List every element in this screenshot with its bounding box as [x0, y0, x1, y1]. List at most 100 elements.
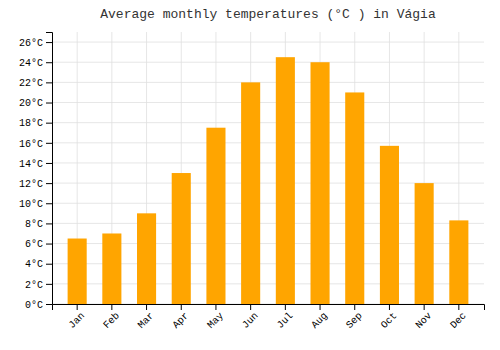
bar — [415, 183, 434, 304]
y-tick-label: 16°C — [19, 139, 43, 150]
y-tick-mark — [46, 183, 52, 184]
y-axis-line — [46, 33, 53, 305]
y-grid-line — [52, 42, 484, 43]
y-tick-label: 26°C — [19, 38, 43, 49]
y-tick: 18°C — [19, 118, 52, 129]
y-tick-mark — [46, 143, 52, 144]
bar — [68, 239, 87, 304]
x-tick: Sep — [344, 304, 365, 331]
x-tick: Mar — [136, 304, 157, 331]
y-tick-label: 10°C — [19, 199, 43, 210]
y-tick-label: 0°C — [25, 300, 43, 311]
y-tick: 16°C — [19, 139, 52, 150]
x-tick-mark — [458, 304, 459, 310]
bars — [68, 57, 469, 304]
x-tick: Feb — [101, 304, 122, 331]
x-tick-mark — [424, 304, 425, 310]
bar — [102, 233, 121, 304]
y-tick-mark — [46, 42, 52, 43]
y-tick: 10°C — [19, 199, 52, 210]
x-tick: Jul — [275, 304, 296, 331]
x-tick-mark — [77, 304, 78, 310]
x-axis-line — [53, 305, 485, 311]
x-tick-mark — [181, 304, 182, 310]
y-tick-mark — [46, 103, 52, 104]
x-tick-label: Sep — [344, 310, 365, 331]
x-tick-mark — [215, 304, 216, 310]
y-tick-label: 14°C — [19, 159, 43, 170]
y-tick-mark — [46, 244, 52, 245]
x-tick-label: Apr — [171, 310, 192, 331]
y-grid-line — [52, 62, 484, 63]
title: Average monthly temperatures (°C ) in Vá… — [100, 7, 436, 22]
x-axis: Jan Feb Mar Apr May Jun Jul Aug Sep Oct Nov Dec — [53, 304, 485, 331]
bar — [241, 82, 260, 304]
x-tick: Apr — [171, 304, 192, 331]
y-tick: 0°C — [25, 300, 52, 311]
x-tick-mark — [320, 304, 321, 310]
y-tick-label: 8°C — [25, 219, 43, 230]
y-tick-mark — [46, 203, 52, 204]
x-tick-label: Dec — [448, 310, 469, 331]
y-grid-line — [52, 162, 484, 163]
x-tick-label: Jan — [67, 310, 88, 331]
x-tick: Dec — [448, 304, 469, 331]
y-grid-line — [52, 102, 484, 103]
bar — [311, 62, 330, 304]
x-tick-label: Mar — [136, 310, 157, 331]
y-tick-label: 2°C — [25, 280, 43, 291]
y-tick: 4°C — [25, 259, 52, 270]
x-tick-mark — [146, 304, 147, 310]
x-tick-label: Jun — [240, 310, 261, 331]
x-tick-mark — [389, 304, 390, 310]
y-tick-mark — [46, 62, 52, 63]
y-tick-mark — [46, 223, 52, 224]
bar — [276, 57, 295, 304]
y-tick: 24°C — [19, 58, 52, 69]
y-axis: 0°C 2°C 4°C 6°C 8°C 10°C 12°C 14°C 16°C 18°C 20°C 2… — [19, 33, 53, 311]
y-tick-mark — [46, 304, 52, 305]
x-tick: Oct — [379, 304, 400, 331]
x-tick: Nov — [414, 304, 435, 331]
x-tick-label: May — [205, 310, 226, 331]
y-tick-mark — [46, 82, 52, 83]
x-tick-mark — [111, 304, 112, 310]
x-tick: Jun — [240, 304, 261, 331]
x-tick-mark — [250, 304, 251, 310]
x-tick-mark — [354, 304, 355, 310]
y-tick-label: 20°C — [19, 98, 43, 109]
y-tick-label: 12°C — [19, 179, 43, 190]
x-tick-mark — [285, 304, 286, 310]
bar — [345, 92, 364, 304]
y-tick-mark — [46, 284, 52, 285]
grid — [52, 32, 484, 304]
y-grid-line — [52, 82, 484, 83]
y-tick-label: 18°C — [19, 118, 43, 129]
y-tick: 12°C — [19, 179, 52, 190]
y-tick: 6°C — [25, 239, 52, 250]
bar — [172, 173, 191, 304]
x-tick-label: Nov — [414, 310, 435, 331]
x-tick-label: Feb — [101, 310, 122, 331]
bar — [449, 220, 468, 304]
y-tick-mark — [46, 264, 52, 265]
y-grid-line — [52, 142, 484, 143]
y-tick: 26°C — [19, 38, 52, 49]
x-tick: Aug — [309, 304, 330, 331]
y-grid-line — [52, 122, 484, 123]
y-tick: 22°C — [19, 78, 52, 89]
x-tick: Jan — [67, 304, 88, 331]
y-tick-label: 24°C — [19, 58, 43, 69]
y-tick-mark — [46, 163, 52, 164]
x-tick-label: Jul — [275, 310, 296, 331]
y-tick-mark — [46, 123, 52, 124]
y-tick: 20°C — [19, 98, 52, 109]
bar — [380, 146, 399, 304]
y-tick-label: 6°C — [25, 239, 43, 250]
y-tick-label: 22°C — [19, 78, 43, 89]
x-tick-label: Oct — [379, 310, 400, 331]
y-tick: 14°C — [19, 159, 52, 170]
x-tick: May — [205, 304, 226, 331]
bar — [137, 213, 156, 304]
y-tick: 8°C — [25, 219, 52, 230]
